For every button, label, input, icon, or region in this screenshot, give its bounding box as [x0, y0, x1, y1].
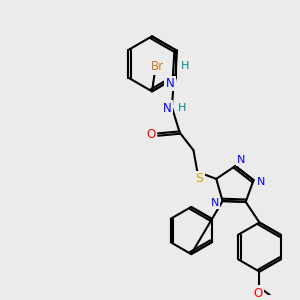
Text: H: H — [180, 61, 189, 71]
Text: S: S — [195, 172, 203, 185]
Text: N: N — [166, 77, 174, 90]
Text: O: O — [254, 287, 263, 300]
Text: Br: Br — [151, 60, 164, 73]
Text: N: N — [211, 198, 219, 208]
Text: N: N — [163, 101, 171, 115]
Text: N: N — [257, 177, 266, 187]
Text: O: O — [147, 128, 156, 141]
Text: H: H — [178, 103, 186, 113]
Text: N: N — [237, 155, 245, 165]
